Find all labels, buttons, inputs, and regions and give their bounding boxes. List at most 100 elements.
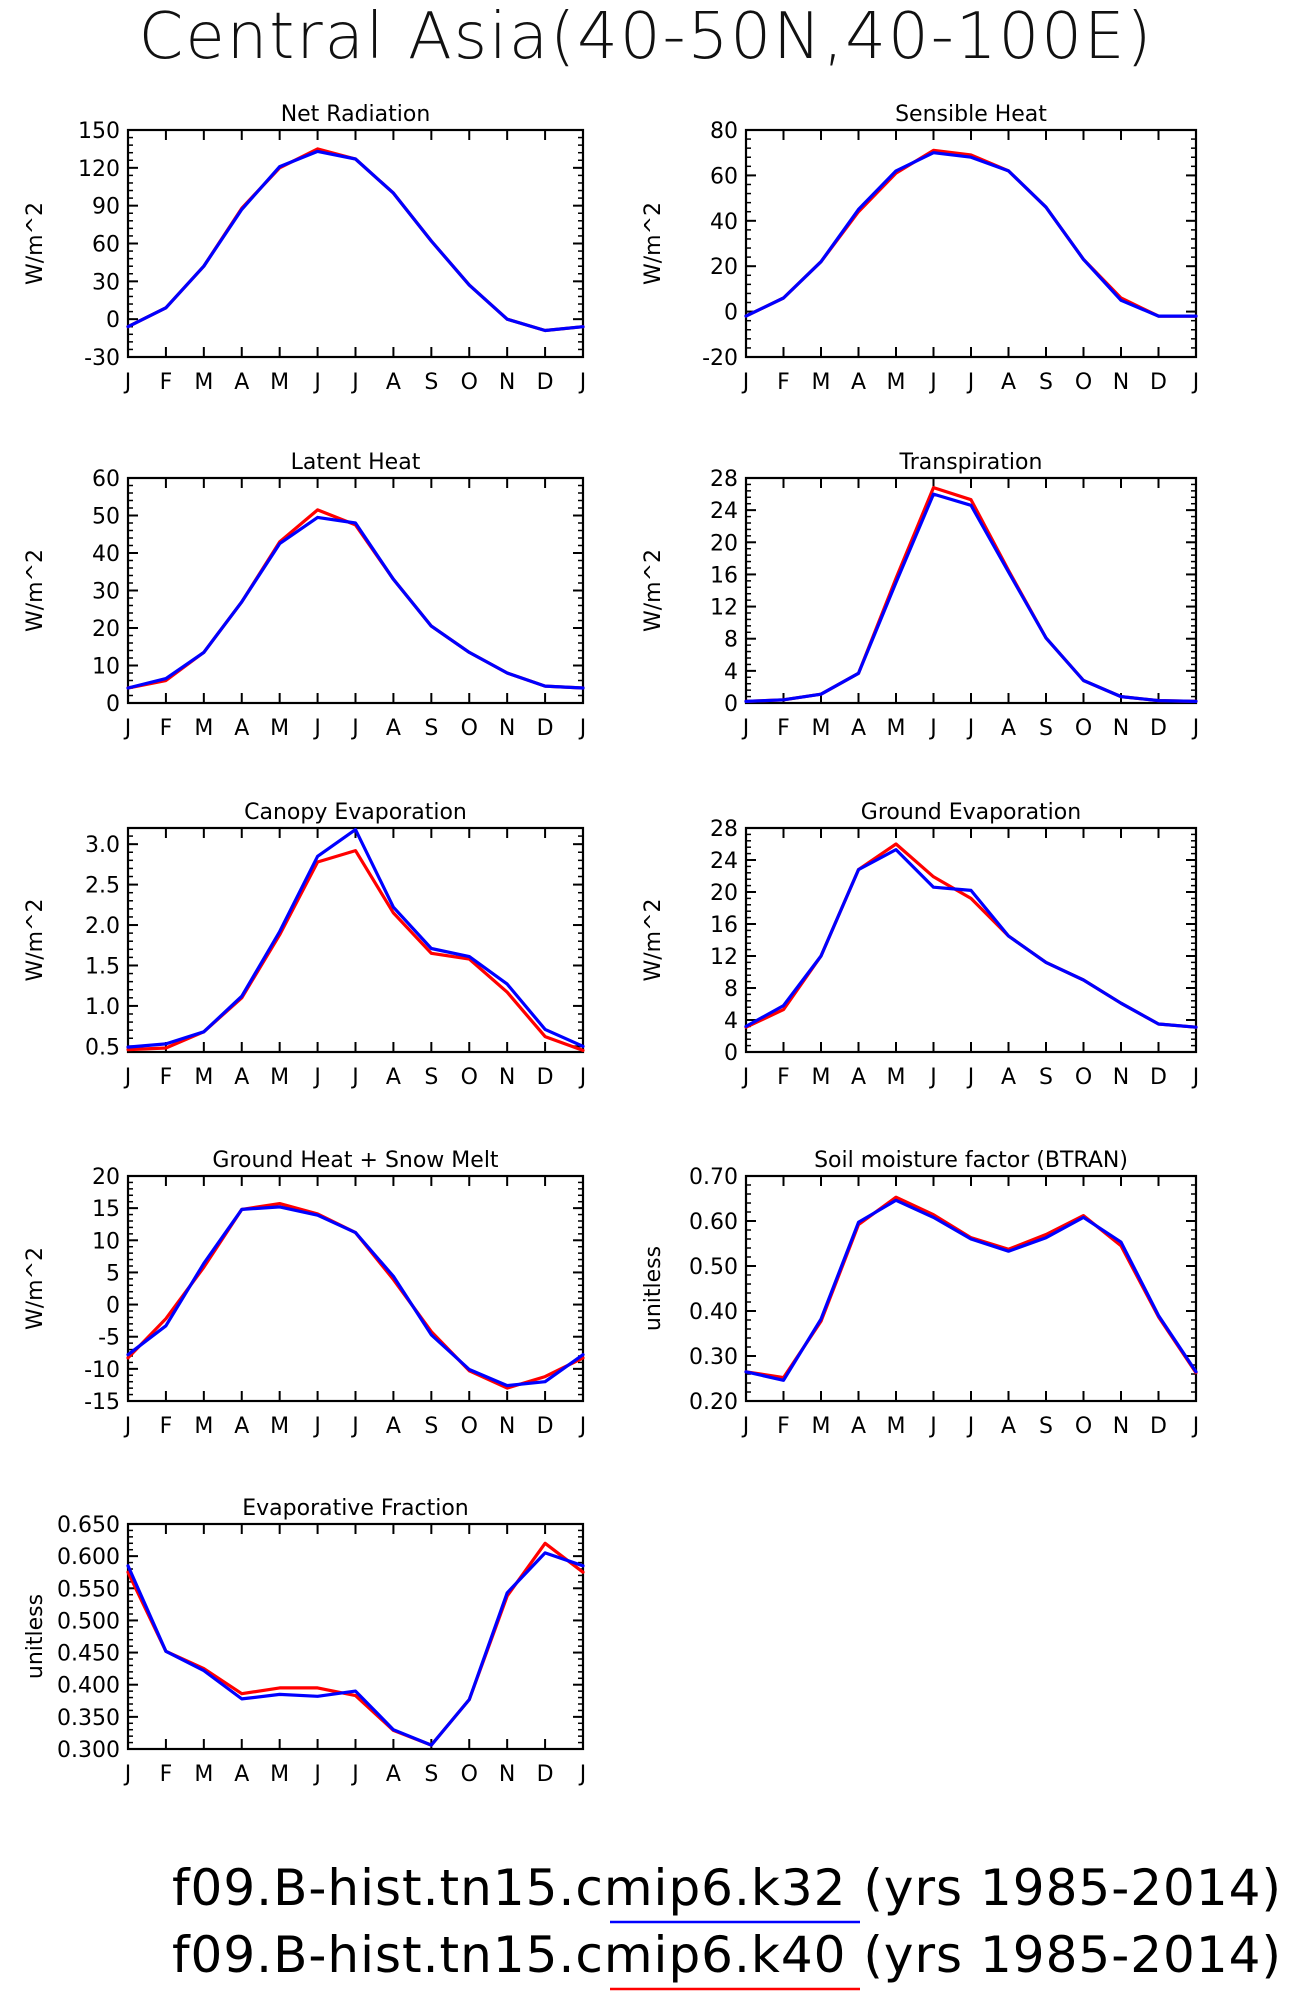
x-tick-label: N (499, 1414, 515, 1439)
y-tick-label: 1.5 (85, 954, 120, 979)
y-tick-label: 28 (710, 467, 738, 492)
x-tick-label: J (928, 716, 937, 741)
x-tick-label: N (1113, 716, 1129, 741)
x-tick-label: A (1001, 716, 1016, 741)
series-line-k32 (126, 1551, 585, 1747)
y-tick-label: 0.40 (689, 1300, 738, 1325)
y-axis-label: W/m^2 (641, 898, 666, 981)
x-tick-label: D (1150, 716, 1167, 741)
y-tick-label: 50 (92, 505, 120, 530)
y-tick-label: 0 (724, 1041, 738, 1066)
y-tick-label: 2.5 (85, 874, 120, 899)
y-tick-label: -30 (84, 346, 120, 371)
x-tick-label: M (887, 1065, 906, 1090)
x-tick-label: O (461, 1762, 478, 1787)
y-tick-label: 0.550 (57, 1577, 120, 1602)
x-tick-label: F (777, 1414, 790, 1439)
y-tick-label: 0 (106, 1294, 120, 1319)
x-tick-label: J (312, 1065, 321, 1090)
x-tick-label: N (1113, 1414, 1129, 1439)
x-tick-label: N (499, 1065, 515, 1090)
y-tick-label: 3.0 (85, 833, 120, 858)
y-tick-label: 0 (724, 692, 738, 717)
plot-frame (126, 476, 585, 705)
x-tick-label: J (928, 370, 937, 395)
plot-frame (744, 826, 1198, 1054)
y-tick-label: 10 (92, 655, 120, 680)
x-tick-label: A (851, 1065, 866, 1090)
y-tick-label: 2.0 (85, 914, 120, 939)
y-tick-label: 0.350 (57, 1706, 120, 1731)
y-tick-label: 60 (92, 467, 120, 492)
y-tick-label: 60 (710, 164, 738, 189)
x-tick-label: M (194, 370, 213, 395)
y-tick-label: 28 (710, 817, 738, 842)
series-line-k32 (744, 151, 1198, 318)
x-tick-label: M (812, 370, 831, 395)
y-tick-label: 0.60 (689, 1210, 738, 1235)
y-tick-label: 8 (724, 977, 738, 1002)
y-tick-label: 0.5 (85, 1035, 120, 1060)
x-tick-label: S (424, 1762, 438, 1787)
series-line-k40 (126, 1541, 585, 1747)
x-tick-label: J (578, 1065, 587, 1090)
y-tick-label: 20 (710, 881, 738, 906)
x-tick-label: J (1191, 370, 1200, 395)
x-tick-label: J (578, 1414, 587, 1439)
x-tick-label: F (777, 1065, 790, 1090)
x-tick-label: N (1113, 370, 1129, 395)
y-tick-label: 40 (92, 542, 120, 567)
y-tick-label: 60 (92, 233, 120, 258)
legend-text: f09.B-hist.tn15.cmip6.k40 (yrs 1985-2014… (172, 1926, 1282, 1984)
x-tick-label: J (578, 716, 587, 741)
x-tick-label: A (851, 370, 866, 395)
x-tick-label: M (270, 716, 289, 741)
x-tick-label: F (160, 370, 173, 395)
x-tick-label: N (1113, 1065, 1129, 1090)
x-tick-label: F (777, 716, 790, 741)
x-tick-label: A (1001, 1065, 1016, 1090)
x-tick-label: M (194, 1065, 213, 1090)
series-line-k40 (744, 1195, 1198, 1380)
legend-text: f09.B-hist.tn15.cmip6.k32 (yrs 1985-2014… (172, 1859, 1282, 1917)
y-tick-label: 150 (78, 119, 120, 144)
series-line-k32 (126, 827, 585, 1049)
y-tick-label: 0.300 (57, 1738, 120, 1763)
x-tick-label: O (461, 1414, 478, 1439)
y-tick-label: 0.70 (689, 1165, 738, 1190)
y-tick-label: 0.20 (689, 1390, 738, 1415)
x-tick-label: D (537, 716, 554, 741)
x-tick-label: J (350, 716, 359, 741)
x-tick-label: J (928, 1414, 937, 1439)
x-tick-label: O (1075, 716, 1092, 741)
y-tick-label: 0.600 (57, 1545, 120, 1570)
x-tick-label: J (1191, 716, 1200, 741)
x-tick-label: J (741, 1065, 750, 1090)
x-tick-label: A (386, 1762, 401, 1787)
series-line-k40 (744, 842, 1198, 1029)
x-tick-label: A (386, 1414, 401, 1439)
x-tick-label: J (312, 716, 321, 741)
y-tick-label: 8 (724, 628, 738, 653)
y-axis-label: W/m^2 (23, 898, 48, 981)
x-tick-label: J (350, 1762, 359, 1787)
series-line-k32 (744, 492, 1198, 704)
x-tick-label: A (1001, 370, 1016, 395)
plot-frame (126, 1522, 585, 1751)
y-tick-label: 0.400 (57, 1674, 120, 1699)
y-tick-label: 0 (106, 692, 120, 717)
x-tick-label: N (499, 716, 515, 741)
x-tick-label: D (537, 370, 554, 395)
x-tick-label: J (741, 370, 750, 395)
y-tick-label: 16 (710, 563, 738, 588)
y-tick-label: 30 (92, 580, 120, 605)
series-line-k32 (126, 149, 585, 333)
x-tick-label: F (160, 716, 173, 741)
panel-title: Ground Heat + Snow Melt (212, 1148, 499, 1173)
x-tick-label: A (234, 1065, 249, 1090)
series-line-k40 (126, 147, 585, 333)
y-tick-label: 0.50 (689, 1255, 738, 1280)
